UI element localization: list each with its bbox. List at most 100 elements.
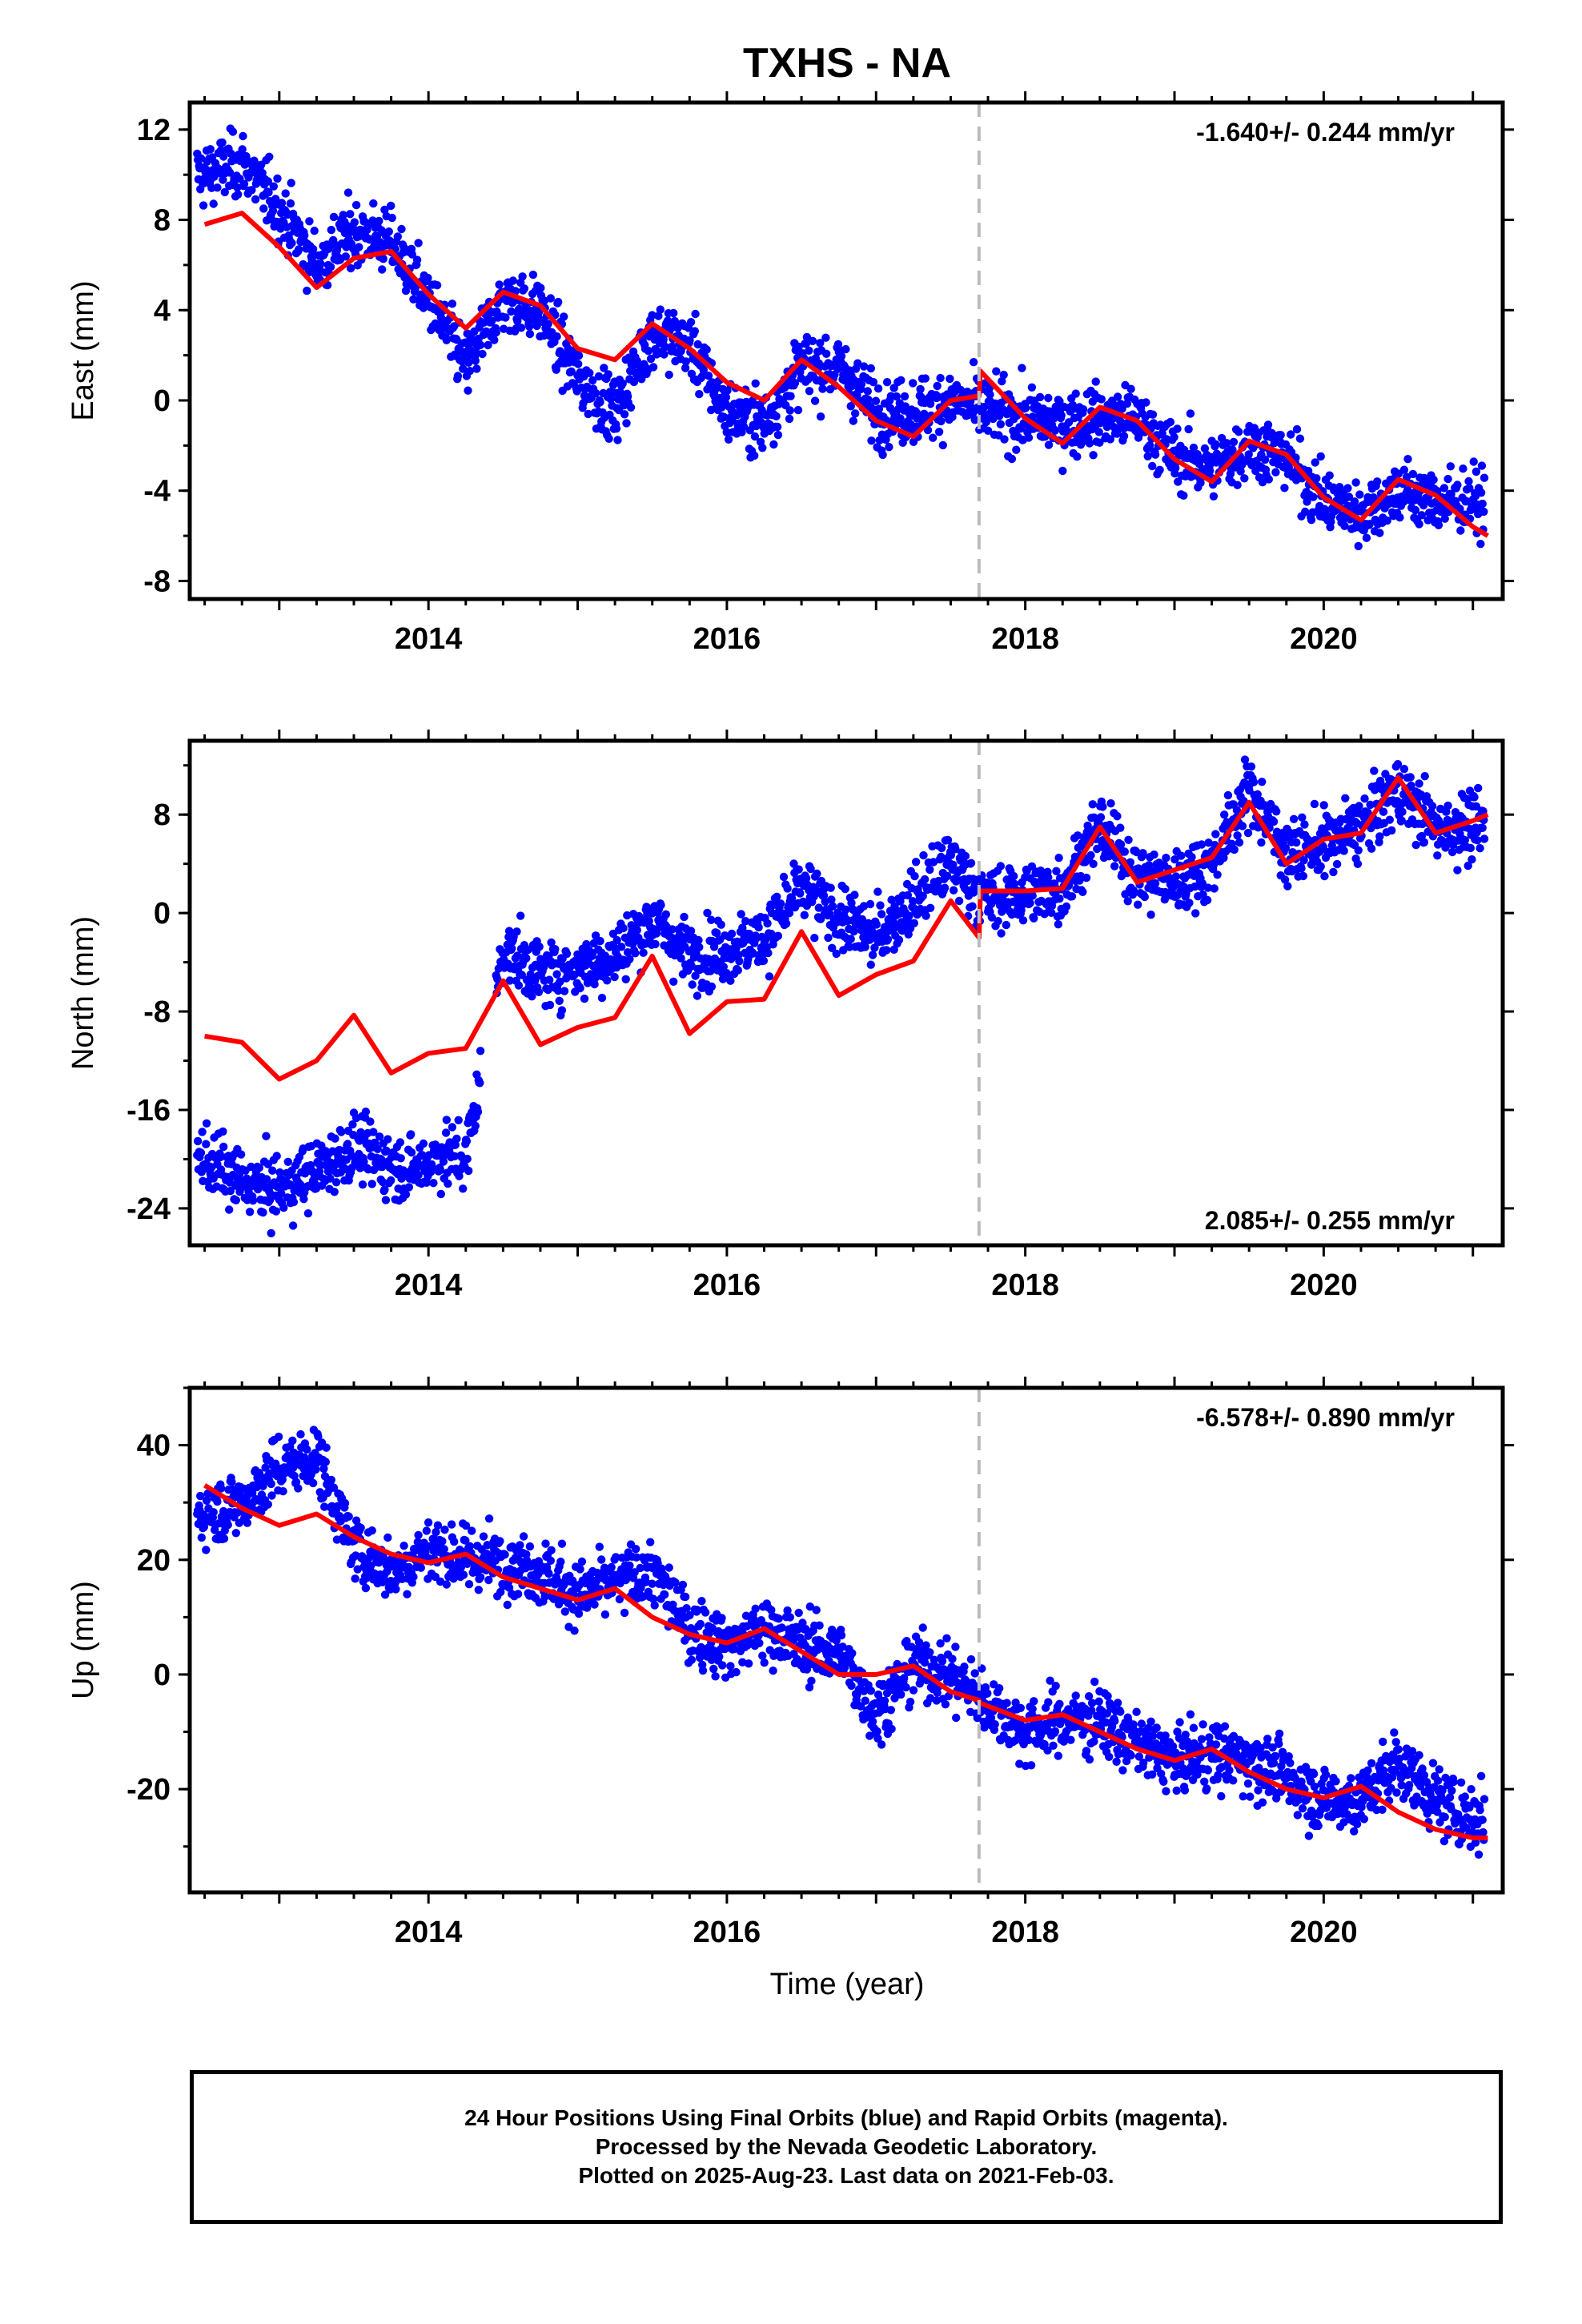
- north-data-point: [1329, 867, 1338, 877]
- up-data-point: [391, 1585, 400, 1594]
- east-data-point: [393, 232, 402, 241]
- north-data-point: [231, 1196, 240, 1205]
- north-data-point: [1366, 800, 1375, 810]
- north-data-point: [949, 886, 958, 895]
- east-data-point: [375, 216, 383, 226]
- east-data-point: [661, 342, 670, 352]
- east-data-point: [234, 190, 243, 199]
- north-data-point: [1150, 850, 1158, 859]
- east-data-point: [554, 297, 563, 307]
- east-y-tick-label: 0: [154, 384, 171, 418]
- east-data-point: [1118, 404, 1126, 413]
- east-data-point: [424, 273, 432, 283]
- north-data-point: [669, 977, 678, 987]
- east-data-point: [805, 346, 813, 355]
- north-data-point: [274, 1182, 283, 1192]
- north-data-point: [535, 943, 544, 951]
- east-data-point: [431, 319, 440, 328]
- north-data-point: [464, 1166, 473, 1176]
- north-frame: [187, 738, 1505, 1248]
- north-data-point: [877, 910, 886, 919]
- north-data-point: [1379, 807, 1388, 816]
- east-data-point: [1106, 435, 1115, 444]
- north-data-point: [1002, 920, 1011, 930]
- east-data-point: [1142, 398, 1150, 407]
- north-data-point: [580, 994, 589, 1003]
- east-data-point: [472, 364, 481, 373]
- east-data-point: [1119, 432, 1129, 440]
- east-data-point: [986, 390, 994, 399]
- east-data-point: [681, 364, 690, 372]
- east-data-point: [1189, 443, 1199, 452]
- up-data-point: [320, 1502, 329, 1511]
- east-data-point: [540, 296, 549, 305]
- north-data-point: [1397, 816, 1406, 825]
- north-y-tick-label: 8: [154, 798, 171, 832]
- north-data-point: [1339, 846, 1348, 855]
- north-data-point: [343, 1140, 352, 1148]
- east-data-point: [841, 344, 850, 354]
- east-data-point: [995, 412, 1004, 420]
- east-data-point: [1303, 466, 1313, 476]
- up-data-point: [504, 1583, 514, 1592]
- north-data-point: [328, 1147, 337, 1156]
- east-data-point: [1284, 463, 1294, 472]
- east-data-point: [341, 252, 350, 261]
- north-data-point: [1054, 854, 1063, 862]
- north-data-point: [940, 883, 950, 892]
- north-data-point: [236, 1150, 246, 1159]
- up-data-point: [433, 1521, 443, 1530]
- up-data-point: [327, 1475, 335, 1485]
- east-data-point: [350, 218, 359, 227]
- north-data-point: [369, 1128, 378, 1136]
- north-data-point: [1124, 835, 1133, 845]
- north-data-point: [826, 883, 835, 892]
- east-data-point: [1209, 492, 1219, 501]
- east-data-point: [648, 363, 658, 372]
- east-data-point: [574, 351, 584, 360]
- north-data-point: [813, 869, 821, 879]
- east-data-point: [873, 384, 883, 393]
- east-data-point: [247, 186, 256, 195]
- east-data-point: [516, 324, 526, 332]
- north-data-point: [1476, 844, 1484, 853]
- north-data-point: [773, 931, 783, 940]
- north-data-point: [883, 935, 893, 944]
- north-data-point: [547, 938, 556, 947]
- north-data-point: [1375, 832, 1384, 841]
- north-data-point: [872, 920, 881, 929]
- east-data-point: [268, 207, 278, 215]
- up-data-point: [414, 1530, 423, 1540]
- north-data-point: [1054, 920, 1063, 929]
- east-data-point: [206, 145, 215, 154]
- north-data-point: [556, 977, 564, 987]
- east-data-point: [699, 365, 708, 375]
- north-data-point: [824, 933, 833, 943]
- east-data-point: [772, 412, 781, 420]
- north-data-point: [439, 1157, 448, 1166]
- east-data-point: [238, 145, 247, 154]
- north-data-point: [707, 982, 717, 991]
- up-data-point: [577, 1557, 587, 1566]
- east-data-point: [660, 350, 669, 359]
- east-x-tick-label: 2018: [991, 622, 1059, 656]
- north-data-point: [1044, 873, 1053, 882]
- east-data-point: [874, 404, 884, 413]
- east-data-point: [1044, 440, 1054, 449]
- east-data-point: [637, 375, 646, 384]
- east-data-point: [1344, 493, 1354, 501]
- north-data-point: [619, 923, 628, 933]
- east-data-point: [384, 227, 393, 236]
- up-data-point: [556, 1558, 565, 1566]
- east-data-point: [937, 416, 946, 426]
- east-data-point: [720, 412, 729, 422]
- north-data-point: [651, 939, 660, 949]
- east-data-point: [340, 228, 350, 238]
- north-data-point: [1170, 855, 1179, 864]
- north-data-point: [1160, 895, 1170, 904]
- north-data-point: [1468, 855, 1476, 864]
- east-data-point: [1415, 520, 1423, 529]
- east-data-point: [1477, 461, 1487, 470]
- east-data-point: [923, 425, 933, 435]
